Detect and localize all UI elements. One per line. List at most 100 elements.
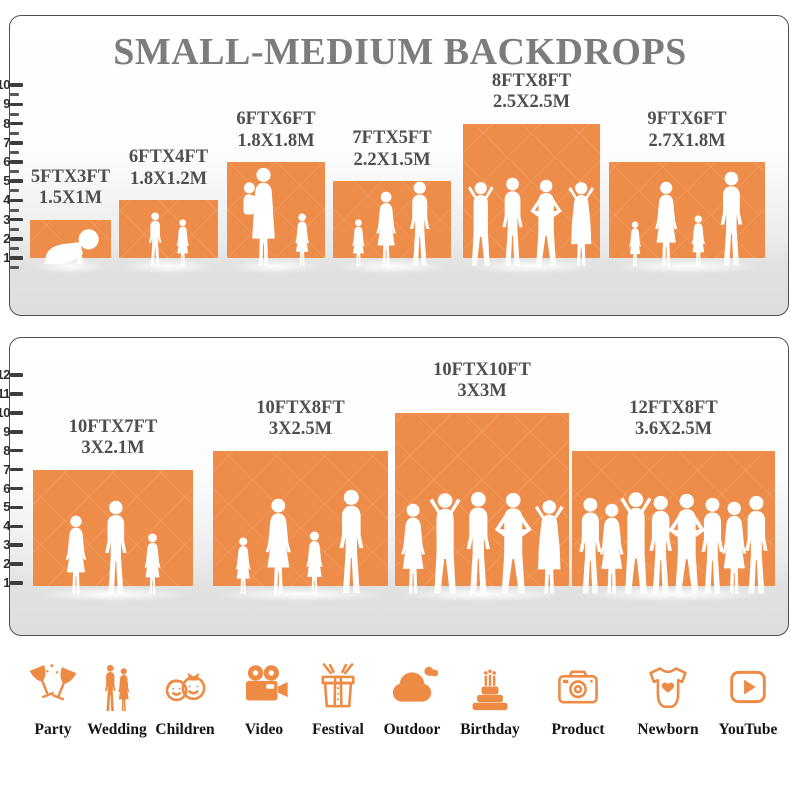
- person-silhouette-girl: [235, 537, 251, 595]
- backdrop-label: 10FTX10FT 3X3M: [433, 360, 531, 403]
- category-item-youtube: YouTube: [706, 660, 790, 739]
- person-silhouette-man: [720, 171, 742, 266]
- ruler-tick: [10, 411, 23, 415]
- ruler-tick: [10, 448, 23, 453]
- category-label: Video: [244, 721, 284, 738]
- ruler-tick: [10, 217, 23, 222]
- figure-shadow: [337, 259, 447, 274]
- backdrop-size-m: 2.2X1.5M: [353, 149, 431, 170]
- person-silhouette-girl: [144, 533, 161, 594]
- person-silhouette-man-hips: [530, 179, 563, 266]
- silhouette-group: [628, 171, 742, 267]
- figure-shadow: [231, 259, 321, 274]
- silhouette-group: [235, 489, 363, 595]
- backdrop-size-ft: 12FTX8FT: [629, 397, 718, 418]
- person-silhouette-man-hips: [668, 493, 705, 594]
- ruler-tick-label: 3: [3, 211, 10, 227]
- figure-shadow: [576, 587, 771, 602]
- ruler-tick-label: 10: [0, 404, 11, 420]
- category-label: Party: [34, 721, 72, 738]
- category-item-outdoor: Outdoor: [370, 660, 454, 739]
- backdrop-size-ft: 6FTX6FT: [236, 109, 316, 129]
- person-silhouette-girl: [691, 215, 705, 267]
- person-silhouette-baby: [43, 229, 99, 265]
- backdrop-label: 6FTX4FT 1.8X1.2M: [129, 147, 208, 190]
- ruler-tick-label: 10: [0, 77, 11, 93]
- figure-shadow: [123, 259, 214, 274]
- ruler-tick: [10, 141, 23, 145]
- backdrop-size-ft: 10FTX10FT: [433, 359, 531, 380]
- category-label: Children: [155, 721, 215, 738]
- backdrop-size-ft: 8FTX8FT: [491, 70, 572, 91]
- ruler-tick: [10, 373, 23, 377]
- ruler-tick-label: 4: [3, 518, 10, 534]
- person-silhouette-man: [649, 495, 672, 594]
- category-label: Birthday: [460, 721, 520, 738]
- person-silhouette-woman-child: [243, 167, 275, 266]
- ruler-tick-label: 9: [3, 423, 10, 439]
- ruler-tick: [10, 524, 23, 529]
- backdrop-size-ft: 10FTX7FT: [68, 416, 158, 437]
- figure-shadow: [217, 587, 384, 602]
- person-silhouette-woman: [599, 503, 624, 594]
- person-silhouette-girl: [176, 219, 189, 267]
- backdrop-label: 9FTX6FT 2.7X1.8M: [647, 109, 726, 152]
- person-silhouette-man: [410, 181, 430, 266]
- outdoor-icon: [385, 660, 439, 714]
- ruler-tick-label: 8: [3, 115, 10, 131]
- ruler-tick-label: 5: [3, 173, 10, 189]
- backdrop-label: 6FTX6FT 1.8X1.8M: [236, 109, 315, 152]
- ruler-tick: [10, 83, 23, 87]
- wedding-icon: [90, 660, 144, 714]
- ruler-tick-label: 11: [0, 386, 11, 401]
- person-silhouette-woman: [722, 501, 747, 594]
- silhouette-group: [243, 167, 309, 267]
- person-silhouette-girl: [352, 219, 365, 267]
- category-item-festival: Festival: [296, 660, 380, 739]
- category-label: Outdoor: [383, 721, 441, 738]
- ruler-minor-tick: [10, 131, 19, 135]
- backdrop-label: 10FTX7FT 3X2.1M: [69, 417, 157, 460]
- youtube-icon: [721, 660, 775, 714]
- category-item-newborn: Newborn: [626, 660, 710, 739]
- person-silhouette-man-armsup: [429, 493, 461, 594]
- person-silhouette-girl: [305, 531, 323, 594]
- person-silhouette-man: [701, 497, 724, 594]
- person-silhouette-man: [502, 177, 523, 266]
- category-label: Festival: [312, 721, 364, 738]
- person-silhouette-man-armsup: [620, 492, 652, 594]
- person-silhouette-boy: [148, 212, 162, 267]
- party-icon: [26, 660, 80, 714]
- person-silhouette-man: [105, 500, 127, 594]
- backdrop-size-m: 1.5X1M: [38, 188, 103, 209]
- ruler-tick-label: 5: [3, 499, 10, 515]
- person-silhouette-man: [338, 489, 363, 594]
- ruler-minor-tick: [10, 150, 19, 154]
- person-silhouette-man: [579, 497, 602, 594]
- backdrop-size-ft: 5FTX3FT: [30, 166, 111, 187]
- ruler-tick: [10, 392, 23, 396]
- backdrop-size-m: 3X2.5M: [268, 419, 333, 440]
- category-label: YouTube: [718, 721, 778, 738]
- person-silhouette-man-armsup: [468, 182, 494, 266]
- ruler-tick: [10, 486, 23, 491]
- category-item-video: Video: [222, 660, 306, 739]
- birthday-icon: [463, 660, 517, 714]
- backdrop-label: 12FTX8FT 3.6X2.5M: [629, 398, 717, 441]
- video-icon: [237, 660, 291, 714]
- children-icon: [158, 660, 212, 714]
- ruler-tick-label: 6: [3, 154, 10, 169]
- backdrop-label: 10FTX8FT 3X2.5M: [256, 398, 344, 441]
- ruler-tick-label: 2: [3, 230, 10, 246]
- ruler-minor-tick: [10, 266, 19, 270]
- person-silhouette-woman: [265, 498, 291, 594]
- figure-shadow: [467, 259, 596, 274]
- ruler-minor-tick: [10, 227, 19, 231]
- ruler-tick: [10, 160, 23, 164]
- ruler-minor-tick: [10, 93, 19, 97]
- category-row: Party Wedding Children Video Festival Outdoor…: [0, 660, 800, 770]
- ruler-tick-label: 9: [3, 96, 10, 112]
- ruler-minor-tick: [10, 189, 19, 193]
- page-title: SMALL-MEDIUM BACKDROPS: [113, 31, 687, 73]
- silhouette-group: [579, 492, 768, 594]
